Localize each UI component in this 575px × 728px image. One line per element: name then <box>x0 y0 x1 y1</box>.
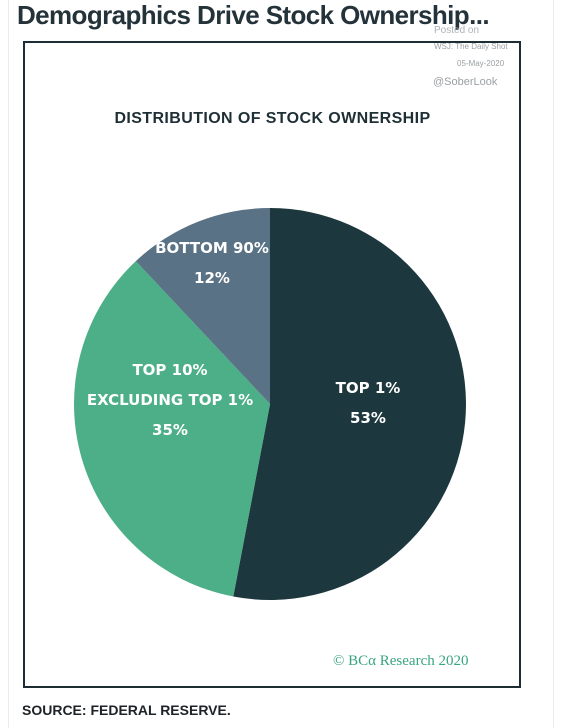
chart-title: DISTRIBUTION OF STOCK OWNERSHIP <box>114 110 431 127</box>
slice-label-bottom-90: BOTTOM 90% 12% <box>155 239 269 287</box>
page-headline: Demographics Drive Stock Ownership... <box>17 0 490 30</box>
page-edge-right <box>553 0 554 728</box>
slice-value-label: 53% <box>350 409 386 427</box>
copyright-credit: © BCα Research 2020 <box>333 653 469 669</box>
slice-label-top-1: TOP 1% 53% <box>336 379 401 427</box>
pie-slice-bottom-90 <box>135 208 270 404</box>
page-edge-left <box>8 0 9 728</box>
watermark-source: WSJ: The Daily Shot <box>434 42 508 51</box>
slice-name-label: TOP 1% <box>336 379 401 397</box>
slice-value-label: 12% <box>194 269 230 287</box>
pie-slice-top-1 <box>233 208 466 601</box>
source-note: SOURCE: FEDERAL RESERVE. <box>22 702 231 718</box>
watermark-posted: Posted on <box>434 25 480 36</box>
slice-name-label: TOP 10% <box>132 361 207 379</box>
slice-name-label: BOTTOM 90% <box>155 239 269 257</box>
watermark-handle: @SoberLook <box>433 76 498 88</box>
slice-name-label: EXCLUDING TOP 1% <box>87 391 253 409</box>
slice-label-top-10-excluding-top-1: TOP 10% EXCLUDING TOP 1% 35% <box>87 361 253 439</box>
pie-slice-top-10-excluding-top-1 <box>73 261 270 597</box>
watermark-date: 05-May-2020 <box>457 59 505 68</box>
slice-value-label: 35% <box>152 421 188 439</box>
